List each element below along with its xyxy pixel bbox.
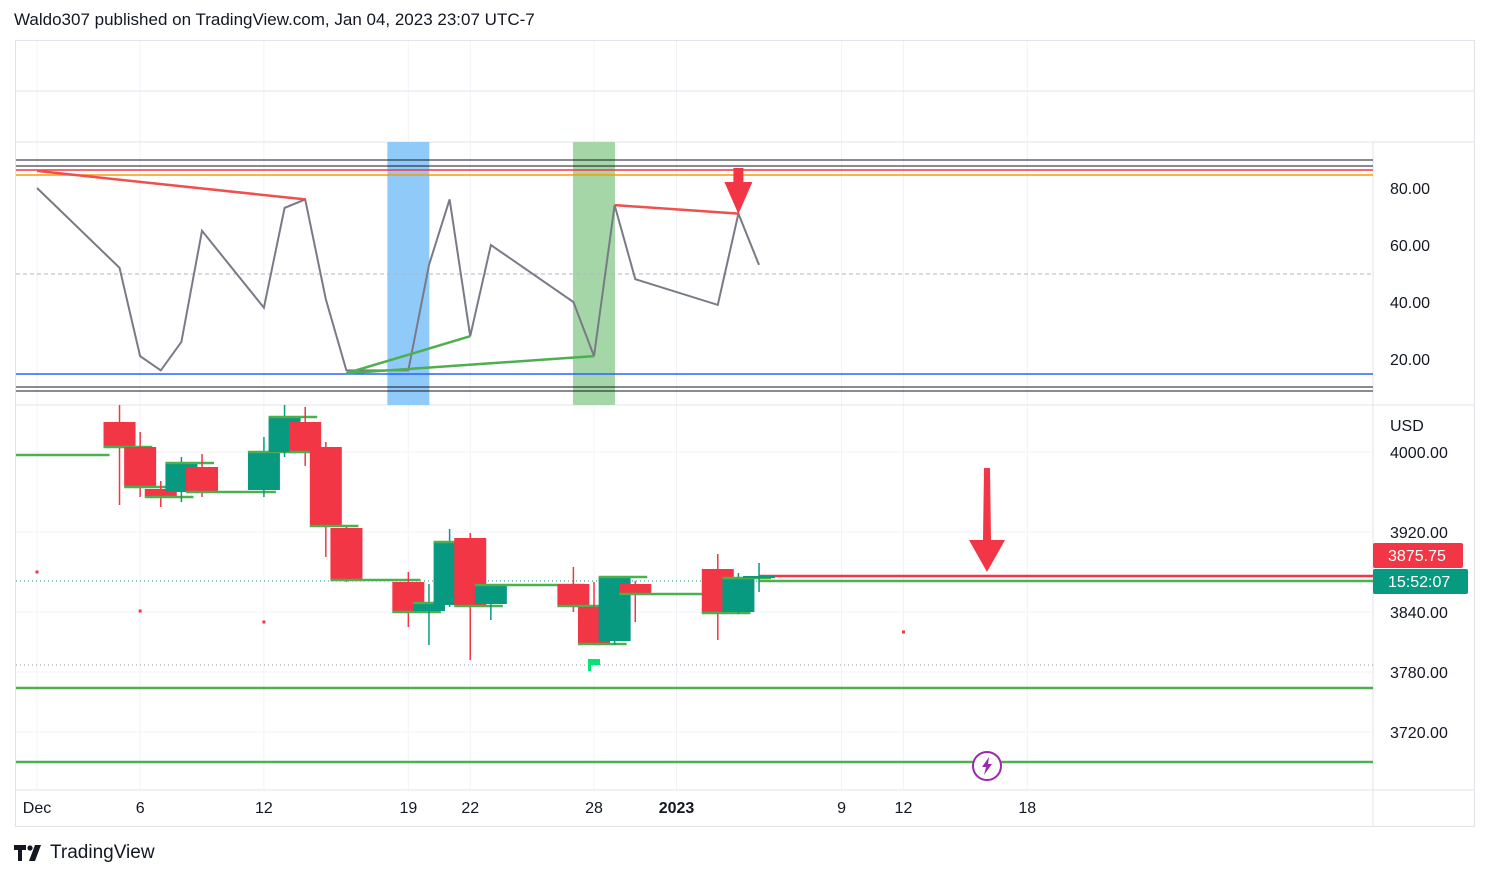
oscillator-y-tick: 20.00 bbox=[1390, 352, 1430, 369]
last-price-label: 3875.75 bbox=[1388, 548, 1446, 565]
price-y-tick: 3920.00 bbox=[1390, 525, 1448, 542]
last-price-badge bbox=[1373, 543, 1463, 568]
chart-frame bbox=[15, 40, 1475, 827]
candle bbox=[103, 405, 153, 505]
lightning-icon bbox=[972, 751, 1002, 781]
candle bbox=[722, 573, 772, 614]
x-tick-label: 18 bbox=[1018, 800, 1036, 817]
countdown-badge bbox=[1373, 569, 1468, 594]
divergence-line bbox=[346, 335, 471, 375]
x-tick-label: 28 bbox=[585, 800, 603, 817]
publish-header: Waldo307 published on TradingView.com, J… bbox=[14, 10, 535, 29]
candle-body bbox=[144, 489, 177, 497]
price-y-tick: 3840.00 bbox=[1390, 605, 1448, 622]
oscillator-y-tick: 60.00 bbox=[1390, 238, 1430, 255]
x-tick-label: 12 bbox=[255, 800, 273, 817]
candle-body bbox=[474, 585, 507, 604]
x-tick-label: 12 bbox=[895, 800, 913, 817]
divergence-line bbox=[614, 203, 739, 215]
oscillator-y-tick: 40.00 bbox=[1390, 295, 1430, 312]
arrow-head bbox=[724, 182, 753, 214]
candle-body bbox=[722, 578, 755, 612]
price-y-tick: 4000.00 bbox=[1390, 445, 1448, 462]
marker-dot bbox=[35, 570, 39, 574]
oscillator-panel bbox=[16, 142, 1373, 405]
oscillator-y-tick: 80.00 bbox=[1390, 181, 1430, 198]
candle bbox=[743, 563, 776, 592]
tradingview-logo[interactable]: TradingView bbox=[14, 842, 155, 864]
x-tick-label: Dec bbox=[23, 800, 51, 817]
candle-body bbox=[557, 584, 590, 606]
price-y-tick: 3780.00 bbox=[1390, 665, 1448, 682]
candle-body bbox=[330, 528, 363, 580]
divergence-line bbox=[36, 169, 306, 201]
candle-body bbox=[186, 467, 219, 492]
candle bbox=[247, 437, 297, 497]
candle bbox=[330, 527, 421, 582]
brand-label: TradingView bbox=[50, 842, 155, 863]
tv-logo-icon bbox=[14, 845, 41, 861]
candle-body bbox=[619, 584, 652, 594]
marker-dot bbox=[901, 630, 905, 634]
candle bbox=[124, 432, 173, 497]
arrow-shaft bbox=[983, 468, 991, 540]
x-tick-label: 22 bbox=[461, 800, 479, 817]
countdown-label: 15:52:07 bbox=[1388, 574, 1450, 591]
flag-icon bbox=[588, 659, 601, 671]
x-tick-label: 2023 bbox=[659, 800, 695, 817]
x-tick-label: 6 bbox=[136, 800, 145, 817]
marker-dot bbox=[138, 609, 142, 613]
currency-label: USD bbox=[1390, 418, 1424, 435]
candle-body bbox=[247, 452, 280, 490]
axes: 80.00 60.00 40.00 20.00 USD 4000.00 3920.00 384… bbox=[23, 181, 1468, 817]
candle bbox=[598, 575, 648, 645]
flag-pole bbox=[588, 659, 592, 671]
x-tick-label: 19 bbox=[399, 800, 417, 817]
divergence-line bbox=[346, 354, 595, 375]
candle-body bbox=[743, 576, 776, 578]
arrow-head bbox=[969, 540, 1005, 572]
candle-body bbox=[124, 447, 157, 487]
marker-dot bbox=[262, 620, 266, 624]
arrow-shaft bbox=[733, 168, 744, 182]
lightning-bolt bbox=[982, 757, 992, 775]
candle bbox=[144, 481, 194, 507]
candle bbox=[186, 454, 276, 497]
arrow-down-icon bbox=[724, 168, 753, 214]
candle-body bbox=[103, 422, 136, 447]
highlight-band bbox=[573, 142, 616, 405]
arrow-down-icon bbox=[969, 468, 1005, 572]
candle-body bbox=[309, 447, 342, 526]
grid bbox=[16, 41, 1474, 827]
x-tick-label: 9 bbox=[837, 800, 846, 817]
candle-body bbox=[412, 603, 445, 611]
price-panel bbox=[16, 405, 1373, 781]
price-y-tick: 3720.00 bbox=[1390, 725, 1448, 742]
flag-cloth bbox=[591, 659, 601, 665]
candle bbox=[309, 442, 359, 557]
candle bbox=[557, 567, 607, 612]
